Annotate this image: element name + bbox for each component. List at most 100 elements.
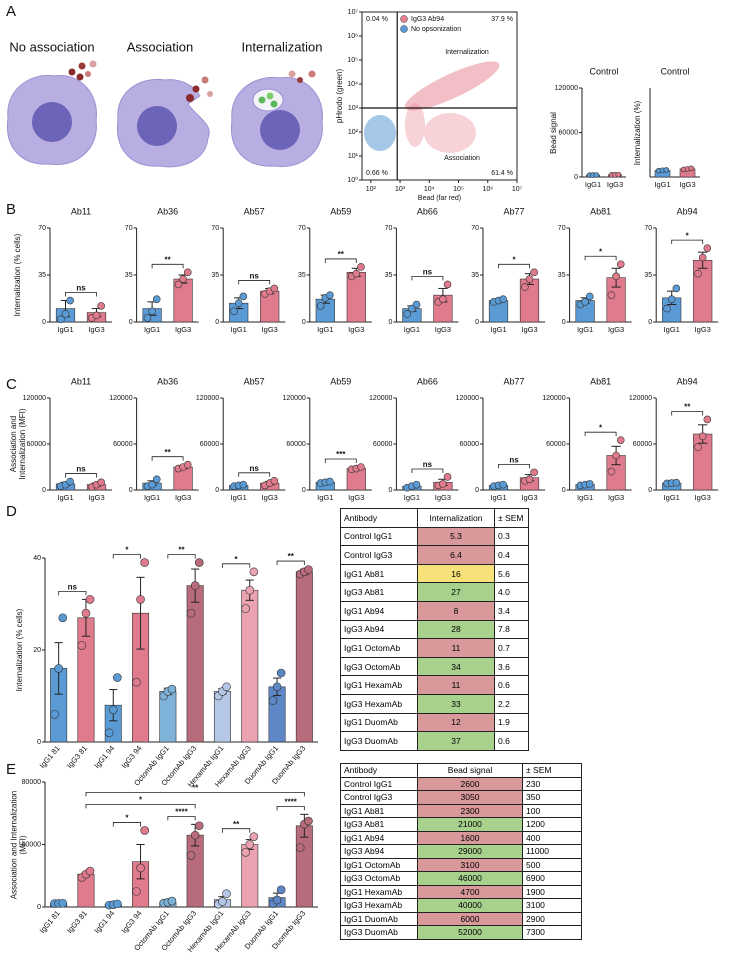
data-point (663, 304, 671, 313)
table-row: IgG1 Ab81 16 5.6 (340, 563, 529, 584)
region-label: Internalization (445, 49, 489, 56)
data-point (239, 480, 248, 489)
table-row: Control IgG3 6.4 0.4 (340, 545, 529, 565)
data-point (698, 432, 707, 441)
data-point (525, 275, 534, 283)
significance-bracket (167, 554, 196, 559)
significance-bracket (584, 255, 617, 261)
y-tick-label: 60000 (200, 441, 220, 448)
significance-bracket (324, 458, 357, 463)
x-tick-label: 10⁴ (424, 186, 435, 193)
significance-bracket (112, 822, 141, 827)
significance-label: **** (175, 807, 188, 816)
significance-bracket (58, 591, 87, 596)
table-cell: IgG1 OctomAb (340, 857, 418, 872)
chart-title: Ab57 (244, 376, 265, 386)
y-tick-label: 60000 (633, 441, 653, 448)
y-tick-label: 0 (302, 487, 306, 494)
data-point (77, 641, 87, 650)
y-tick-label: 70 (558, 225, 566, 232)
panel-label: C (6, 376, 17, 393)
significance-bracket (671, 411, 704, 416)
y-tick-label: 0 (574, 174, 578, 181)
x-tick-label: 10² (366, 186, 377, 193)
x-tick-label: IgG3 (608, 493, 624, 502)
significance-label: ** (684, 403, 691, 412)
chart-title: Ab11 (71, 206, 91, 216)
table-cell: Bead signal (417, 763, 523, 778)
x-tick-label: IgG3 (348, 493, 364, 502)
data-point (66, 296, 74, 305)
y-tick-label: 40000 (22, 841, 42, 848)
table-cell: ± SEM (494, 508, 529, 528)
x-tick-label: IgG1 (57, 493, 73, 502)
table-cell: 5.3 (417, 526, 495, 547)
table-row: IgG1 OctomAb 3100 500 (340, 857, 582, 872)
x-tick-label: IgG1 (404, 325, 420, 334)
data-point (616, 260, 625, 269)
significance-label: * (512, 255, 516, 264)
data-point (167, 896, 177, 906)
x-tick-label: IgG3 (262, 493, 278, 502)
table-row: IgG3 DuomAb 52000 7300 (340, 925, 582, 940)
table-cell: 29000 (417, 844, 523, 859)
table-cell: 3100 (522, 898, 582, 913)
y-axis-label: Association and Internalization (MFI) (8, 408, 27, 480)
significance-bracket (584, 431, 617, 437)
chart-title: Ab66 (417, 206, 438, 216)
significance-label: * (125, 814, 129, 823)
data-point (58, 613, 68, 623)
x-tick-label: 10⁷ (512, 186, 523, 193)
table-row: IgG3 Ab81 21000 1200 (340, 817, 582, 832)
x-tick-label: IgG3 (435, 493, 451, 502)
y-tick-label: 70 (211, 225, 219, 232)
data-point (92, 311, 101, 320)
significance-bracket (222, 828, 251, 833)
panel-label: A (6, 3, 16, 20)
significance-bracket (498, 463, 530, 469)
data-point (703, 415, 712, 424)
data-point (672, 284, 681, 293)
y-tick-label: 35 (38, 272, 46, 279)
table-cell: 5.6 (494, 563, 529, 584)
x-tick-label: 10⁶ (482, 186, 493, 193)
cell (6, 60, 97, 166)
y-tick-label: 120000 (542, 395, 565, 402)
data-point (326, 477, 334, 486)
panel-label: B (6, 201, 16, 218)
data-point (174, 280, 183, 289)
table-cell: IgG3 DuomAb (340, 731, 418, 751)
x-tick-label: IgG1 (57, 325, 73, 334)
significance-bracket (85, 803, 196, 809)
y-axis-label: Internalization (% cells) (13, 233, 23, 317)
significance-bracket (65, 292, 97, 297)
data-point (694, 269, 702, 278)
data-point (412, 300, 421, 309)
y-tick-label: 70 (125, 225, 133, 232)
table-row: IgG3 Ab81 27 4.0 (340, 582, 529, 602)
table-cell: Internalization (417, 508, 495, 528)
data-point (616, 436, 625, 444)
table-cell: 27 (417, 582, 495, 602)
table-cell: IgG3 Ab81 (340, 817, 418, 832)
significance-bracket (411, 276, 444, 281)
table-cell: IgG3 OctomAb (340, 656, 418, 677)
x-tick-label: IgG1 (577, 325, 593, 334)
y-tick-label: 10⁷ (348, 9, 359, 16)
data-point (585, 292, 594, 301)
data-point (108, 705, 118, 715)
y-tick-label: 35 (471, 272, 479, 279)
significance-bracket (85, 791, 305, 797)
table-row: IgG3 OctomAb 34 3.6 (340, 656, 529, 677)
y-tick-label: 0 (37, 904, 41, 911)
data-point (183, 268, 192, 277)
data-point (61, 310, 70, 318)
table-cell: 1200 (522, 817, 582, 832)
table-cell: IgG1 Ab81 (340, 563, 418, 584)
y-tick-label: 0 (388, 487, 392, 494)
y-tick-label: 0 (129, 487, 133, 494)
y-tick-label: 35 (385, 272, 393, 279)
significance-bracket (498, 263, 530, 269)
table-cell: 34 (417, 656, 495, 677)
table-cell: IgG1 DuomAb (340, 911, 418, 926)
